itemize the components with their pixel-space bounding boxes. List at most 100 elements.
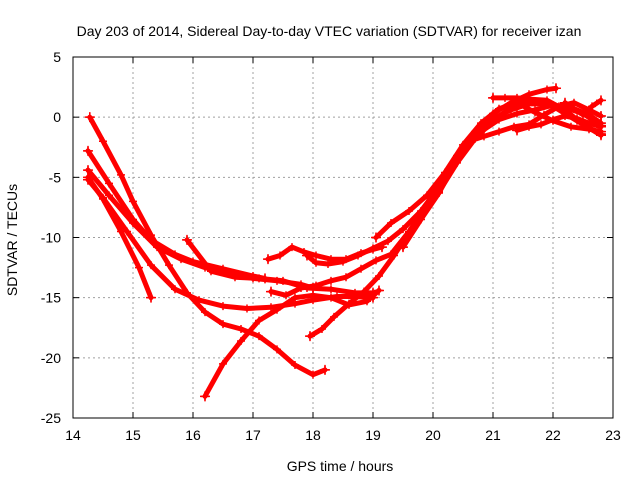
data-point [573, 114, 581, 123]
data-point [309, 291, 317, 300]
data-point [219, 320, 227, 329]
endpoint-marker [371, 232, 381, 243]
data-point [405, 207, 413, 216]
data-point [549, 115, 557, 124]
data-point [543, 85, 551, 94]
data-point [417, 215, 425, 224]
data-point [585, 119, 593, 128]
data-point [390, 251, 398, 260]
y-tick-label: -15 [41, 290, 61, 306]
data-point [123, 227, 131, 236]
x-tick-labels: 14 15 16 17 18 19 20 21 22 23 [65, 427, 621, 443]
data-point [312, 258, 320, 267]
data-point [297, 284, 305, 293]
y-axis-label: SDTVAR / TECUs [4, 184, 20, 296]
data-point [327, 276, 335, 285]
data-point [219, 264, 227, 273]
data-point [423, 191, 431, 200]
data-point [375, 272, 383, 281]
data-point [201, 308, 209, 317]
data-point [495, 127, 503, 136]
endpoint-marker [374, 285, 384, 296]
endpoint-marker [266, 286, 276, 297]
data-point [147, 261, 155, 270]
data-point [207, 267, 215, 276]
endpoint-marker [596, 95, 606, 106]
data-point [147, 235, 155, 244]
data-point [360, 287, 368, 296]
chart-title: Day 203 of 2014, Sidereal Day-to-day VTE… [77, 23, 582, 39]
data-point [330, 312, 338, 321]
data-point [567, 122, 575, 131]
x-tick-label: 20 [425, 427, 441, 443]
x-axis-label: GPS time / hours [287, 458, 394, 474]
data-point [291, 293, 299, 302]
endpoint-marker [83, 174, 93, 185]
x-tick-label: 23 [605, 427, 621, 443]
series-arc-11 [305, 95, 606, 342]
x-tick-label: 15 [125, 427, 141, 443]
data-point [537, 120, 545, 129]
data-point [129, 215, 137, 224]
data-point [165, 261, 173, 270]
series-trace [490, 95, 604, 138]
data-point [273, 345, 281, 354]
y-tick-label: -25 [41, 410, 61, 426]
data-point [501, 93, 509, 102]
endpoint-marker [302, 250, 312, 261]
data-point [318, 324, 326, 333]
endpoint-marker [488, 92, 498, 103]
endpoint-marker [200, 391, 210, 402]
data-point [339, 257, 347, 266]
data-point [99, 193, 107, 202]
data-point [237, 336, 245, 345]
series-arc-1 [84, 112, 330, 379]
data-point [327, 293, 335, 302]
data-series-group [83, 83, 606, 402]
y-tick-label: -20 [41, 350, 61, 366]
data-point [351, 288, 359, 297]
series-trace [466, 100, 604, 144]
ticks [72, 56, 614, 419]
endpoint-marker [596, 121, 606, 132]
data-point [327, 285, 335, 294]
data-point [171, 285, 179, 294]
series-arc-6 [182, 234, 378, 298]
data-point [588, 102, 596, 111]
data-point [537, 97, 545, 106]
y-tick-label: -10 [41, 230, 61, 246]
data-point [279, 276, 287, 285]
y-tick-labels: 5 0 -5 -10 -15 -20 -25 [41, 49, 61, 426]
endpoint-marker [560, 97, 570, 108]
data-point [579, 110, 587, 119]
data-point [489, 109, 497, 118]
x-tick-label: 21 [485, 427, 501, 443]
series-trace [400, 85, 559, 250]
endpoint-marker [551, 83, 561, 94]
data-point [273, 305, 281, 314]
data-point [291, 361, 299, 370]
data-point [525, 95, 533, 104]
series-arc-17 [560, 95, 606, 119]
endpoint-marker [182, 234, 192, 245]
data-point [189, 257, 197, 266]
data-point [525, 122, 533, 131]
data-point [561, 111, 569, 120]
data-point [372, 256, 380, 265]
x-tick-label: 17 [245, 427, 261, 443]
data-point [531, 108, 539, 117]
data-point [369, 244, 377, 253]
data-point [513, 93, 521, 102]
data-point [117, 170, 125, 179]
endpoint-marker [84, 112, 95, 123]
data-point [570, 104, 578, 113]
series-trace [304, 101, 604, 267]
data-point [105, 179, 113, 188]
endpoint-marker [596, 130, 606, 141]
y-tick-label: -5 [49, 169, 62, 185]
endpoint-marker [305, 331, 315, 342]
data-point [219, 359, 227, 368]
data-point [513, 109, 521, 118]
y-tick-label: 5 [53, 49, 61, 65]
data-point [195, 296, 203, 305]
